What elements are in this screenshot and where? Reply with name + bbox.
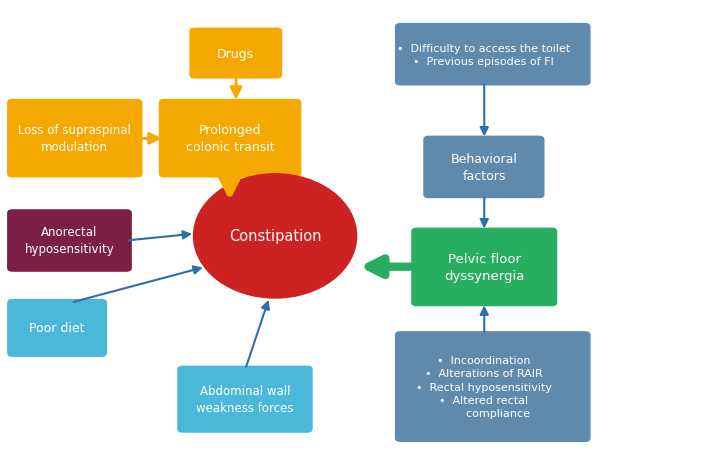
Text: Poor diet: Poor diet (29, 322, 85, 335)
FancyBboxPatch shape (7, 210, 132, 272)
FancyBboxPatch shape (7, 100, 143, 178)
FancyBboxPatch shape (189, 28, 282, 79)
Text: Pelvic floor
dyssynergia: Pelvic floor dyssynergia (444, 252, 525, 282)
FancyBboxPatch shape (423, 136, 545, 199)
FancyBboxPatch shape (411, 228, 557, 307)
FancyBboxPatch shape (395, 331, 591, 442)
Text: Anorectal
hyposensitivity: Anorectal hyposensitivity (25, 226, 114, 256)
FancyBboxPatch shape (395, 24, 591, 86)
Text: Behavioral
factors: Behavioral factors (450, 152, 518, 183)
Text: •  Incoordination
•  Alterations of RAIR
•  Rectal hyposensitivity
•  Altered re: • Incoordination • Alterations of RAIR •… (415, 355, 552, 418)
Text: Abdominal wall
weakness forces: Abdominal wall weakness forces (196, 384, 294, 414)
Text: Drugs: Drugs (217, 47, 255, 61)
Text: •  Difficulty to access the toilet
•  Previous episodes of FI: • Difficulty to access the toilet • Prev… (397, 44, 570, 67)
Ellipse shape (194, 174, 357, 298)
FancyBboxPatch shape (159, 100, 301, 178)
FancyBboxPatch shape (177, 366, 313, 433)
Text: Constipation: Constipation (229, 229, 321, 244)
Text: Loss of supraspinal
modulation: Loss of supraspinal modulation (18, 124, 131, 154)
Text: Prolonged
colonic transit: Prolonged colonic transit (186, 124, 274, 154)
FancyBboxPatch shape (7, 299, 107, 357)
